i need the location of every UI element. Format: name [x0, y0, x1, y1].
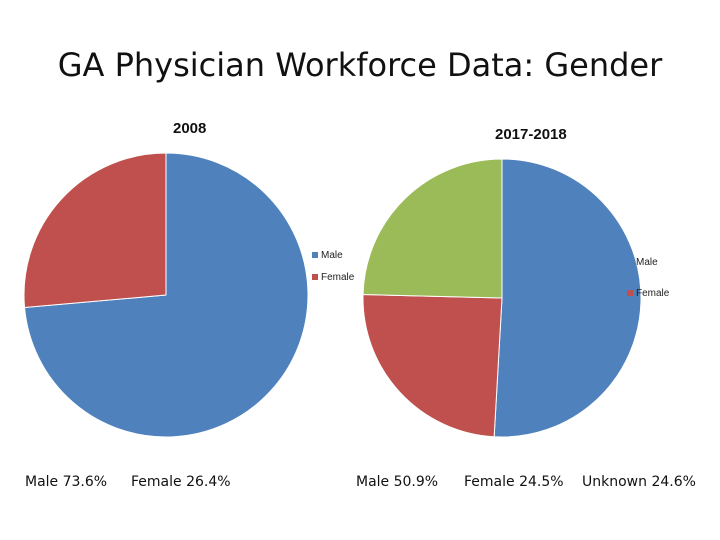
legend-swatch-female: [627, 290, 633, 297]
pie-2017-2018-slice-male: [493, 158, 642, 438]
chart-2017-legend-female: Female: [627, 288, 669, 299]
legend-label-male: Male: [321, 250, 343, 261]
footer-label-2017-male: Male 50.9%: [356, 474, 439, 490]
footer-label-2017-unknown: Unknown 24.6%: [582, 474, 696, 490]
chart-2017-2018-title: 2017-2018: [495, 126, 567, 143]
chart-2017-legend-male: Male: [627, 257, 658, 268]
legend-swatch-female: [312, 274, 318, 281]
legend-label-male: Male: [636, 257, 658, 268]
pie-2017-2018-slice-unknown: [362, 158, 503, 299]
legend-label-female: Female: [636, 288, 670, 299]
legend-swatch-male: [627, 259, 633, 266]
chart-2008-legend-female: Female: [312, 272, 354, 283]
slide-title: GA Physician Workforce Data: Gender: [57, 46, 663, 84]
footer-label-2017-female: Female 24.5%: [464, 474, 564, 490]
footer-label-2008-male: Male 73.6%: [25, 474, 108, 490]
legend-label-female: Female: [321, 272, 355, 283]
chart-2008-title: 2008: [173, 120, 207, 137]
pie-2017-2018-slice-female: [362, 293, 503, 438]
footer-label-2008-female: Female 26.4%: [131, 474, 231, 490]
chart-2008-legend-male: Male: [312, 250, 343, 261]
pie-2008-slice-female: [23, 152, 167, 309]
legend-swatch-male: [312, 252, 318, 259]
